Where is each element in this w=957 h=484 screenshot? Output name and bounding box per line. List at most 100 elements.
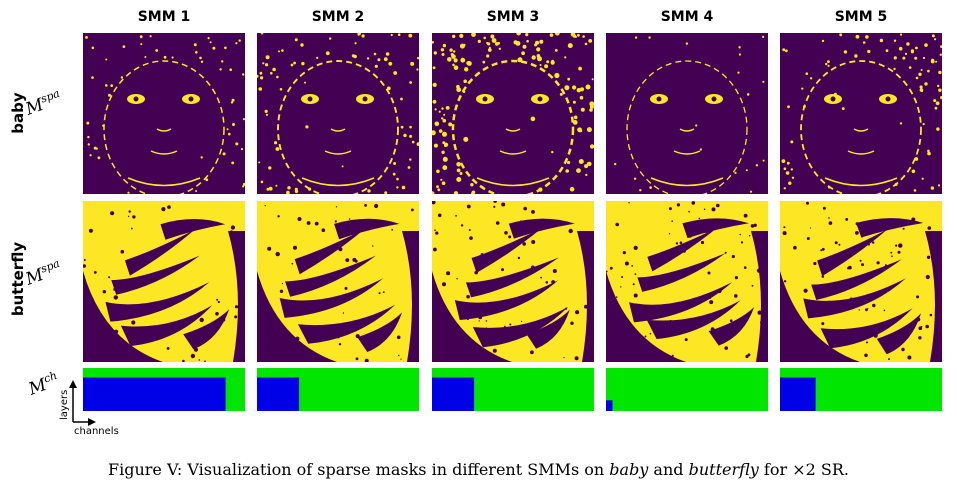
mouth [324, 150, 352, 155]
mask-speckle [522, 242, 526, 246]
mask-speckle [859, 259, 862, 262]
mask-speckle [353, 54, 357, 59]
mask-speckle [563, 357, 565, 359]
mask-speckle [788, 181, 792, 185]
mask-speckle [400, 125, 404, 129]
mask-speckle [924, 82, 928, 86]
mask-speckle [739, 233, 741, 236]
mask-speckle [685, 42, 689, 45]
mask-speckle [707, 295, 712, 299]
mask-speckle [506, 300, 511, 305]
mask-speckle [265, 113, 269, 116]
mask-speckle [120, 249, 125, 254]
mask-speckle [207, 37, 210, 40]
mask-speckle [242, 185, 245, 188]
mask-speckle [588, 39, 593, 43]
mask-speckle [930, 186, 935, 190]
mask-speckle [382, 291, 385, 293]
mask-speckle [922, 123, 925, 126]
mask-speckle [478, 320, 480, 322]
pupil-left [133, 96, 139, 102]
mask-speckle [268, 166, 272, 170]
wing-shadow [432, 271, 512, 362]
mask-speckle [589, 101, 594, 107]
mask-speckle [676, 203, 680, 207]
mask-speckle [879, 38, 884, 43]
mask-speckle [782, 48, 786, 52]
face-outline [800, 60, 922, 194]
mask-speckle [578, 66, 582, 71]
mask-speckle [320, 283, 324, 286]
mask-speckle [230, 101, 234, 104]
mask-speckle [911, 217, 916, 222]
mask-speckle [493, 205, 496, 208]
mask-speckle [149, 35, 152, 38]
mask-speckle [589, 144, 594, 149]
mask-speckle [584, 42, 588, 46]
mask-speckle [411, 208, 414, 212]
mask-speckle [847, 267, 850, 270]
caption-mid: and [648, 460, 689, 479]
mask-speckle [750, 224, 755, 228]
mask-speckle [397, 33, 401, 36]
mask-speckle [231, 161, 235, 165]
mask-speckle [86, 121, 90, 125]
mask-speckle [855, 231, 859, 235]
mask-speckle [567, 160, 571, 165]
mask-speckle [432, 191, 435, 194]
mask-speckle [459, 172, 463, 175]
mask-speckle [278, 50, 280, 53]
mask-speckle [762, 35, 765, 38]
mask-speckle [734, 276, 738, 280]
mask-background [257, 33, 419, 194]
mask-speckle [298, 356, 302, 360]
face-outline [103, 60, 225, 194]
mask-speckle [517, 256, 521, 260]
wing-cell [856, 218, 924, 238]
mask-speckle [228, 132, 231, 136]
mask-speckle [400, 358, 402, 360]
mask-speckle [530, 350, 534, 355]
mask-speckle [731, 254, 735, 259]
mask-speckle [229, 68, 232, 71]
mask-speckle [366, 57, 370, 60]
wing-shadow [606, 271, 686, 362]
mask-speckle [279, 289, 284, 293]
mask-speckle [139, 35, 143, 39]
mask-speckle [477, 39, 481, 43]
baby-mask-smm1 [83, 33, 245, 194]
mask-speckle [684, 338, 688, 342]
mask-speckle [200, 60, 204, 63]
mask-speckle [303, 300, 305, 302]
mask-speckle [867, 49, 871, 54]
mask-speckle [927, 151, 931, 156]
channel-mask-smm4 [606, 368, 768, 411]
mask-speckle [281, 49, 284, 52]
mask-speckle [385, 52, 390, 56]
mask-speckle [783, 280, 787, 283]
mask-speckle [291, 262, 294, 265]
mask-speckle [267, 246, 272, 251]
mask-speckle [688, 234, 692, 238]
mask-speckle [452, 63, 455, 67]
mask-speckle [492, 348, 497, 353]
mouth [150, 150, 178, 155]
mask-speckle [432, 41, 434, 44]
mask-speckle [272, 67, 276, 72]
mask-speckle [491, 38, 497, 43]
mask-speckle [929, 313, 933, 317]
chin [824, 177, 898, 187]
mask-speckle [644, 335, 647, 338]
mask-speckle [198, 359, 201, 361]
mask-speckle [219, 68, 222, 71]
mask-speckle [268, 186, 273, 191]
mask-speckle [361, 34, 365, 38]
mask-speckle [234, 315, 238, 319]
mask-speckle [737, 71, 740, 74]
mask-speckle [919, 88, 924, 92]
wing-cell [294, 229, 365, 275]
mask-speckle [876, 261, 880, 265]
mask-speckle [536, 47, 541, 52]
mask-speckle [239, 236, 244, 242]
mask-speckle [266, 187, 270, 191]
